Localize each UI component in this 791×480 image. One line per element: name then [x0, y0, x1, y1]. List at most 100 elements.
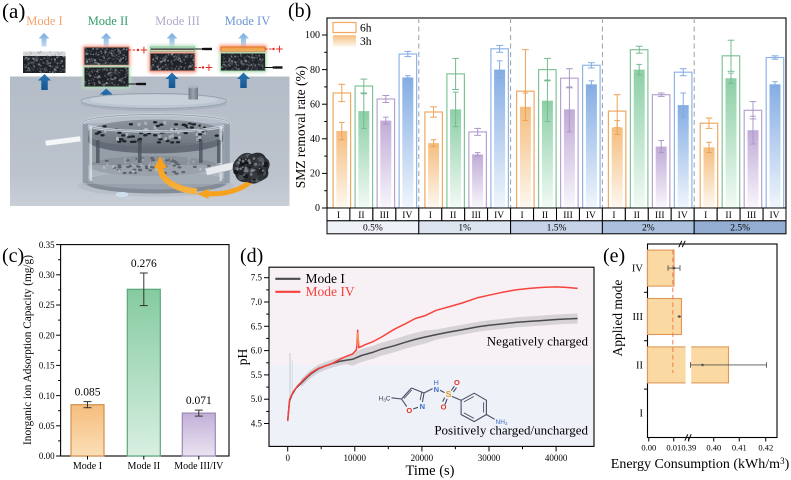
svg-text:0.42: 0.42: [758, 443, 773, 453]
svg-text:40: 40: [310, 134, 320, 145]
svg-text:IV: IV: [586, 211, 596, 221]
svg-text:Applied mode: Applied mode: [610, 280, 625, 357]
svg-text:0.276: 0.276: [131, 258, 157, 270]
svg-text:IV: IV: [494, 211, 504, 221]
svg-text:II: II: [636, 360, 643, 371]
svg-text:S: S: [446, 389, 452, 399]
svg-text:7.0: 7.0: [251, 297, 263, 307]
svg-text:Mode III/IV: Mode III/IV: [174, 461, 224, 472]
svg-text:+: +: [276, 42, 284, 57]
svg-text:Mode III: Mode III: [155, 14, 200, 28]
svg-text:6.0: 6.0: [251, 346, 263, 356]
svg-text:60: 60: [310, 99, 320, 110]
svg-text:H: H: [434, 380, 439, 387]
svg-text:II: II: [450, 211, 456, 221]
svg-text:10000: 10000: [344, 453, 367, 463]
svg-text:0.20: 0.20: [39, 330, 55, 340]
svg-text:0.40: 0.40: [706, 443, 721, 453]
svg-text:II: II: [358, 211, 364, 221]
svg-text:III: III: [747, 211, 757, 221]
svg-text:Negatively charged: Negatively charged: [487, 334, 589, 349]
svg-text:0.085: 0.085: [75, 387, 101, 399]
svg-text:(a): (a): [2, 0, 25, 23]
svg-text:Mode I: Mode I: [306, 271, 346, 286]
svg-text:0: 0: [285, 453, 290, 463]
svg-text:IV: IV: [402, 211, 412, 221]
svg-text:1%: 1%: [458, 224, 471, 234]
svg-text:Mode IV: Mode IV: [306, 284, 355, 299]
svg-text:II: II: [542, 211, 548, 221]
svg-text:40000: 40000: [545, 453, 568, 463]
svg-text:N: N: [434, 385, 439, 394]
svg-text:(d): (d): [240, 245, 263, 267]
svg-text:0.10: 0.10: [39, 391, 55, 401]
svg-text:O: O: [441, 403, 447, 412]
svg-text:SMZ removal rate (%): SMZ removal rate (%): [293, 66, 308, 189]
svg-text:0: 0: [315, 203, 320, 214]
svg-text:0.5%: 0.5%: [363, 224, 383, 234]
svg-text:Inorganic ion Adsorption Capac: Inorganic ion Adsorption Capacity (mg/g): [22, 255, 34, 445]
svg-text:0.15: 0.15: [39, 361, 55, 371]
svg-text:I: I: [429, 211, 432, 221]
svg-text:Positively charged/uncharged: Positively charged/uncharged: [434, 423, 588, 438]
svg-text:Mode II: Mode II: [88, 14, 129, 28]
svg-text:IV: IV: [769, 211, 779, 221]
svg-text:I: I: [612, 211, 615, 221]
svg-text:0.41: 0.41: [732, 443, 747, 453]
svg-text:Mode I: Mode I: [26, 14, 62, 28]
svg-text:NH2: NH2: [496, 419, 508, 426]
svg-text:0.01: 0.01: [666, 443, 681, 453]
svg-text:2.5%: 2.5%: [730, 224, 750, 234]
svg-text:0.39: 0.39: [681, 443, 696, 453]
svg-text:0.00: 0.00: [641, 443, 656, 453]
svg-text:II: II: [634, 211, 640, 221]
svg-text:pH: pH: [235, 349, 250, 366]
svg-text:N: N: [420, 402, 425, 411]
svg-text:0.30: 0.30: [39, 270, 55, 280]
svg-text:II: II: [725, 211, 731, 221]
svg-text:5.0: 5.0: [251, 394, 263, 404]
svg-text:H3C: H3C: [379, 395, 391, 402]
svg-text:+: +: [140, 43, 148, 58]
svg-text:III: III: [380, 211, 390, 221]
svg-text:30000: 30000: [478, 453, 501, 463]
svg-text:Mode IV: Mode IV: [225, 14, 270, 28]
svg-text:Mode I: Mode I: [73, 461, 102, 472]
svg-text:I: I: [704, 211, 707, 221]
svg-text:III: III: [633, 312, 644, 323]
svg-text:0.05: 0.05: [39, 421, 55, 431]
svg-text:I: I: [521, 211, 524, 221]
svg-text:I: I: [337, 211, 340, 221]
svg-text:2%: 2%: [642, 224, 655, 234]
svg-text:5.5: 5.5: [251, 370, 263, 380]
svg-text:(e): (e): [603, 245, 625, 267]
svg-text:0.35: 0.35: [39, 240, 55, 250]
svg-text:(c): (c): [2, 245, 24, 267]
svg-text:20: 20: [310, 169, 320, 180]
svg-text:Mode II: Mode II: [128, 461, 161, 472]
svg-text:III: III: [563, 211, 573, 221]
svg-text:80: 80: [310, 65, 320, 76]
svg-text:Time (s): Time (s): [405, 463, 454, 479]
svg-text:III: III: [471, 211, 481, 221]
svg-text:100: 100: [305, 30, 320, 41]
svg-text:3h: 3h: [360, 36, 372, 48]
svg-text:20000: 20000: [411, 453, 434, 463]
svg-text:1.5%: 1.5%: [547, 224, 567, 234]
svg-text:O: O: [406, 406, 412, 415]
svg-text:III: III: [655, 211, 665, 221]
svg-text:IV: IV: [678, 211, 688, 221]
svg-text:0.00: 0.00: [39, 451, 55, 461]
svg-text:IV: IV: [632, 264, 643, 275]
svg-text:6h: 6h: [360, 23, 372, 35]
svg-text:7.5: 7.5: [251, 273, 263, 283]
svg-text:0.25: 0.25: [39, 300, 55, 310]
svg-text:Energy Consumption (kWh/m3): Energy Consumption (kWh/m3): [611, 456, 790, 472]
svg-text:0.071: 0.071: [186, 395, 212, 407]
svg-text:I: I: [640, 409, 644, 420]
svg-text:O: O: [454, 378, 460, 387]
svg-text:4.5: 4.5: [251, 419, 263, 429]
svg-text:6.5: 6.5: [251, 321, 263, 331]
svg-text:(b): (b): [288, 0, 311, 22]
svg-text:+: +: [205, 60, 213, 75]
